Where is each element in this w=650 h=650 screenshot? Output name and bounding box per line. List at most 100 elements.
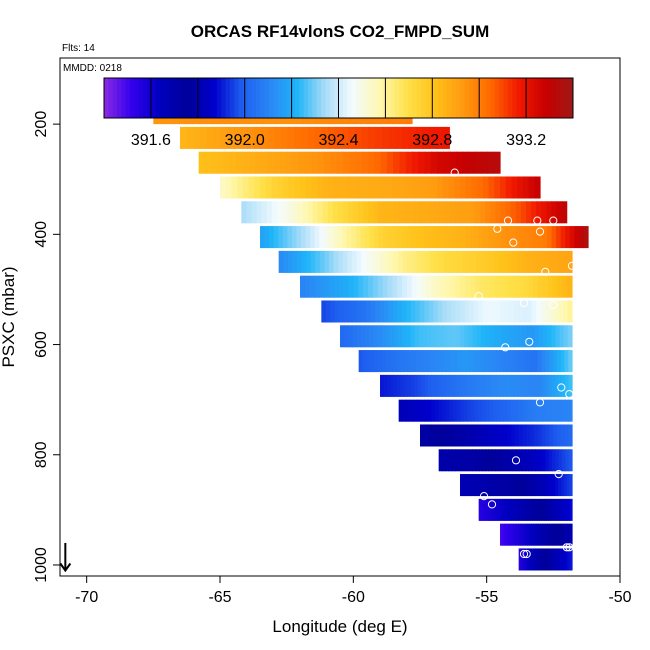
heatmap-cell [545,449,550,472]
heatmap-cell [526,424,531,447]
heatmap-cell [288,176,295,199]
heatmap-cell [526,201,532,224]
heatmap-cell [324,250,330,273]
heatmap-cell [537,424,543,447]
heatmap-cell [456,399,461,422]
heatmap-cell [287,201,293,224]
colorbar-swatch [460,78,465,118]
colorbar-swatch [312,78,318,118]
colorbar-swatch [512,78,518,118]
heatmap-cell [560,424,565,447]
heatmap-cell [361,300,367,323]
heatmap-cell [525,548,528,571]
heatmap-cell [438,350,444,373]
heatmap-cell [346,226,352,249]
heatmap-cell [489,275,495,298]
heatmap-cell [455,449,460,472]
heatmap-cell [424,374,429,397]
heatmap-cell [383,226,389,249]
heatmap-cell [438,399,443,422]
colorbar-swatch [290,78,296,118]
heatmap-cell [343,275,350,298]
colorbar-swatch [251,78,257,118]
heatmap-cell [414,201,420,224]
heatmap-cell [515,424,520,447]
heatmap-cell [420,399,425,422]
observation-marker [541,267,550,276]
heatmap-cell [456,151,463,174]
heatmap-cell [554,374,559,397]
heatmap-cell [518,300,524,323]
heatmap-cell [353,201,359,224]
heatmap-cell [442,424,448,447]
heatmap-cell [381,350,386,373]
heatmap-cell [493,474,497,497]
heatmap-cell [317,151,325,174]
heatmap-cell [567,548,570,571]
heatmap-cell [488,350,493,373]
heatmap-cell [398,201,405,224]
heatmap-cell [542,226,548,249]
heatmap-cell [431,325,436,348]
heatmap-cell [393,374,398,397]
heatmap-cell [490,201,497,224]
heatmap-cell [504,523,508,546]
heatmap-cell [409,399,414,422]
heatmap-cell [539,250,546,273]
heatmap-cell [472,449,476,472]
colorbar-swatch [117,78,122,118]
heatmap-cell [233,126,242,149]
heatmap-cell [462,374,467,397]
heatmap-cell [247,126,255,149]
heatmap-cell [468,474,472,497]
heatmap-cell [345,176,353,199]
heatmap-cell [492,424,497,447]
heatmap-cell [412,151,419,174]
heatmap-cell [460,325,465,348]
colorbar-swatch [264,78,270,118]
colorbar-swatch [282,78,287,118]
heatmap-cell [448,374,453,397]
heatmap-cell [534,176,541,199]
heatmap-cell [506,226,512,249]
heatmap-cell [423,424,429,447]
heatmap-cell [457,350,463,373]
heatmap-cell [423,399,429,422]
heatmap-cell [388,126,397,149]
flights-note: Flts: 14 [62,43,95,54]
heatmap-cell [445,374,450,397]
heatmap-cell [267,126,275,149]
heatmap-cell [378,201,385,224]
heatmap-cell [379,300,385,323]
colorbar-swatch [455,78,461,118]
heatmap-cell [523,548,526,571]
heatmap-cell [357,300,363,323]
heatmap-cell [314,275,321,298]
heatmap-cell [429,126,437,149]
heatmap-cell [552,275,559,298]
heatmap-cell [427,350,432,373]
heatmap-cell [309,275,316,298]
heatmap-cell [305,151,313,174]
heatmap-cell [431,374,436,397]
heatmap-cell [412,350,417,373]
heatmap-cell [536,300,542,323]
heatmap-cell [383,201,390,224]
heatmap-cell [377,350,383,373]
heatmap-cell [493,325,499,348]
heatmap-cell [460,176,467,199]
heatmap-cell [352,325,358,348]
heatmap-cell [560,548,563,571]
heatmap-cell [565,226,571,249]
heatmap-cell [358,275,364,298]
heatmap-cell [348,275,355,298]
heatmap-cell [488,474,492,497]
heatmap-cell [565,374,570,397]
heatmap-cell [534,374,539,397]
colorbar-swatch [321,78,326,118]
heatmap-cell [180,126,188,149]
colorbar-swatch [329,78,335,118]
heatmap-cell [393,201,400,224]
heatmap-cell [319,226,325,249]
